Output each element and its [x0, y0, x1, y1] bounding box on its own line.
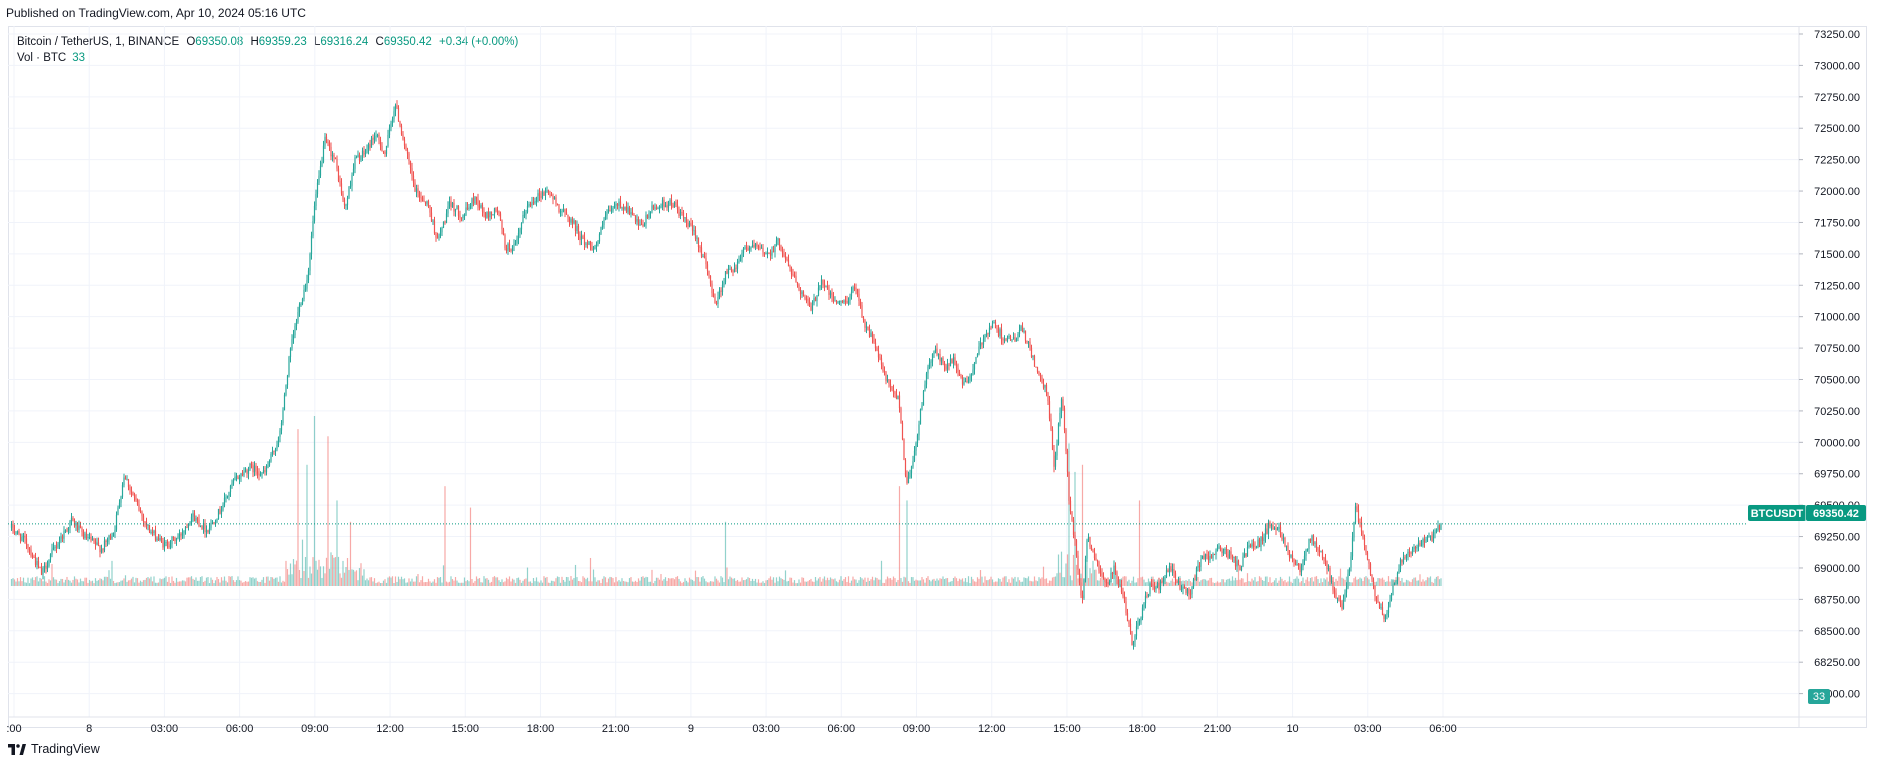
open-value: 69350.08 [195, 36, 244, 48]
close-value: 69350.42 [383, 36, 432, 48]
low-label: L [313, 36, 321, 48]
symbol-title[interactable]: Bitcoin / TetherUS, 1, BINANCE [17, 36, 180, 48]
low-value: 69316.24 [320, 36, 369, 48]
published-caption: Published on TradingView.com, Apr 10, 20… [6, 6, 306, 20]
ohlc-row: Bitcoin / TetherUS, 1, BINANCE O69350.08… [17, 34, 522, 50]
change-value: +0.34 (+0.00%) [439, 36, 519, 48]
footer-brand[interactable]: TradingView [8, 742, 100, 756]
volume-row: Vol · BTC 33 [17, 50, 522, 66]
tradingview-logo-icon [8, 743, 26, 755]
high-value: 69359.23 [258, 36, 307, 48]
chart-frame[interactable] [8, 26, 1867, 728]
volume-value: 33 [72, 52, 86, 64]
chart-legend: Bitcoin / TetherUS, 1, BINANCE O69350.08… [17, 34, 522, 66]
close-label: C [375, 36, 384, 48]
volume-label[interactable]: Vol · BTC [17, 52, 67, 64]
high-label: H [250, 36, 259, 48]
footer-brand-label: TradingView [31, 742, 100, 756]
open-label: O [186, 36, 196, 48]
